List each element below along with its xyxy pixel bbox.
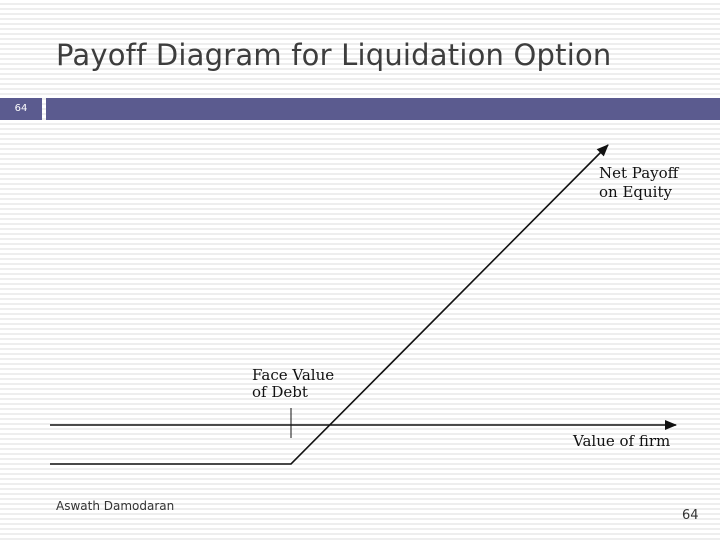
face-value-label-line1: Face Value: [252, 366, 334, 384]
footer-author: Aswath Damodaran: [56, 499, 175, 513]
net-payoff-label-line2: on Equity: [599, 183, 672, 201]
x-axis-label: Value of firm: [572, 432, 670, 450]
net-payoff-label-line1: Net Payoff: [599, 164, 680, 182]
net-payoff-line: [50, 144, 609, 465]
slide-number-badge: 64: [0, 98, 42, 120]
face-value-label-line2: of Debt: [252, 383, 308, 401]
header-bar: [46, 98, 720, 120]
footer-page-number: 64: [682, 508, 699, 523]
slide-title: Payoff Diagram for Liquidation Option: [56, 38, 612, 72]
